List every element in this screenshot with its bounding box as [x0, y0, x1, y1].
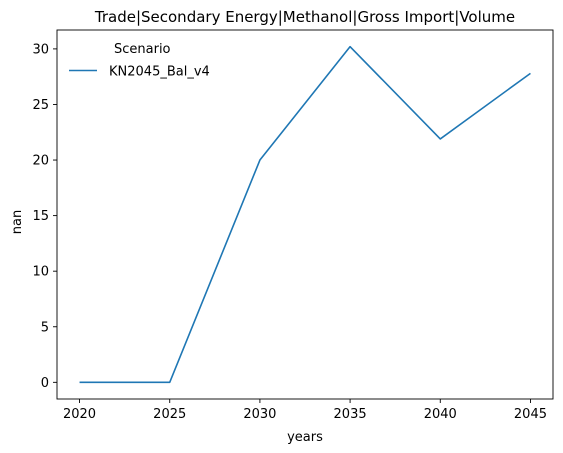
y-tick-label: 0: [41, 376, 49, 391]
x-axis: 2020 2025 2030 2035 2040 2045: [63, 399, 547, 422]
y-tick-label: 10: [32, 265, 49, 280]
y-tick-label: 15: [32, 209, 49, 224]
legend-title: Scenario: [114, 42, 171, 57]
x-tick-label: 2025: [153, 407, 186, 422]
series-line: [79, 45, 531, 384]
series-lines: [79, 45, 531, 384]
legend-entry-label: KN2045_Bal_v4: [109, 65, 210, 80]
y-axis: 0 5 10 15 20 25 30: [32, 42, 57, 391]
x-axis-label: years: [287, 430, 323, 445]
x-tick-label: 2040: [424, 407, 457, 422]
y-tick-label: 5: [41, 320, 49, 335]
x-tick-label: 2035: [334, 407, 367, 422]
y-tick-label: 25: [32, 98, 49, 113]
x-tick-label: 2030: [243, 407, 276, 422]
y-tick-label: 30: [32, 42, 49, 57]
legend: Scenario KN2045_Bal_v4: [69, 42, 210, 80]
plot-area-frame: [56, 29, 554, 400]
x-tick-label: 2045: [514, 407, 547, 422]
chart-title: Trade|Secondary Energy|Methanol|Gross Im…: [94, 8, 515, 26]
x-tick-label: 2020: [63, 407, 96, 422]
y-tick-label: 20: [32, 154, 49, 169]
y-axis-label: nan: [10, 210, 25, 234]
